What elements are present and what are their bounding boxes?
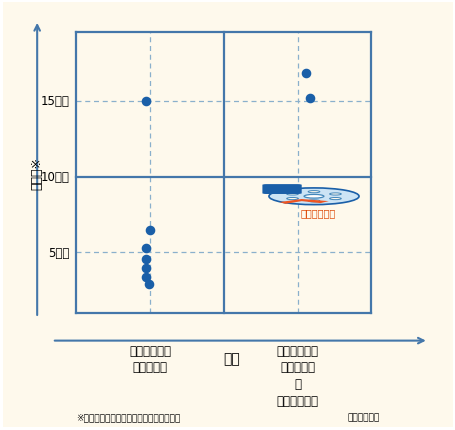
FancyBboxPatch shape — [262, 184, 301, 194]
Point — [142, 245, 149, 252]
Circle shape — [329, 198, 340, 200]
Circle shape — [286, 194, 298, 196]
Circle shape — [308, 200, 319, 203]
Point — [142, 255, 149, 262]
Circle shape — [286, 198, 298, 200]
Point — [142, 98, 149, 105]
Circle shape — [303, 195, 323, 199]
Text: 急発進防止: 急発進防止 — [279, 360, 314, 374]
Text: とまるんデス: とまるんデス — [300, 208, 335, 218]
Text: （弊社調べ）: （弊社調べ） — [347, 412, 379, 421]
Text: ブレーキ制動: ブレーキ制動 — [276, 394, 318, 407]
Circle shape — [329, 194, 340, 196]
Circle shape — [268, 188, 358, 205]
Polygon shape — [279, 200, 328, 204]
Point — [142, 274, 149, 281]
Point — [306, 95, 313, 102]
Point — [302, 71, 309, 77]
Text: ＋: ＋ — [293, 377, 300, 390]
Text: 機能: 機能 — [223, 351, 240, 366]
Text: 急発進防止: 急発進防止 — [132, 360, 167, 374]
Text: ※：取付費用、消費税を含まない製品価格: ※：取付費用、消費税を含まない製品価格 — [76, 412, 180, 421]
Text: 5万円: 5万円 — [48, 246, 70, 259]
Text: コスト※: コスト※ — [30, 157, 44, 190]
Text: アクセルオフ: アクセルオフ — [129, 344, 171, 357]
Bar — [76, 33, 370, 313]
Text: 10万円: 10万円 — [41, 171, 70, 184]
Point — [146, 227, 153, 233]
Text: アクセルオフ: アクセルオフ — [276, 344, 318, 357]
Circle shape — [308, 191, 319, 194]
Point — [145, 281, 152, 288]
Point — [142, 264, 149, 271]
Text: 15万円: 15万円 — [41, 95, 70, 108]
